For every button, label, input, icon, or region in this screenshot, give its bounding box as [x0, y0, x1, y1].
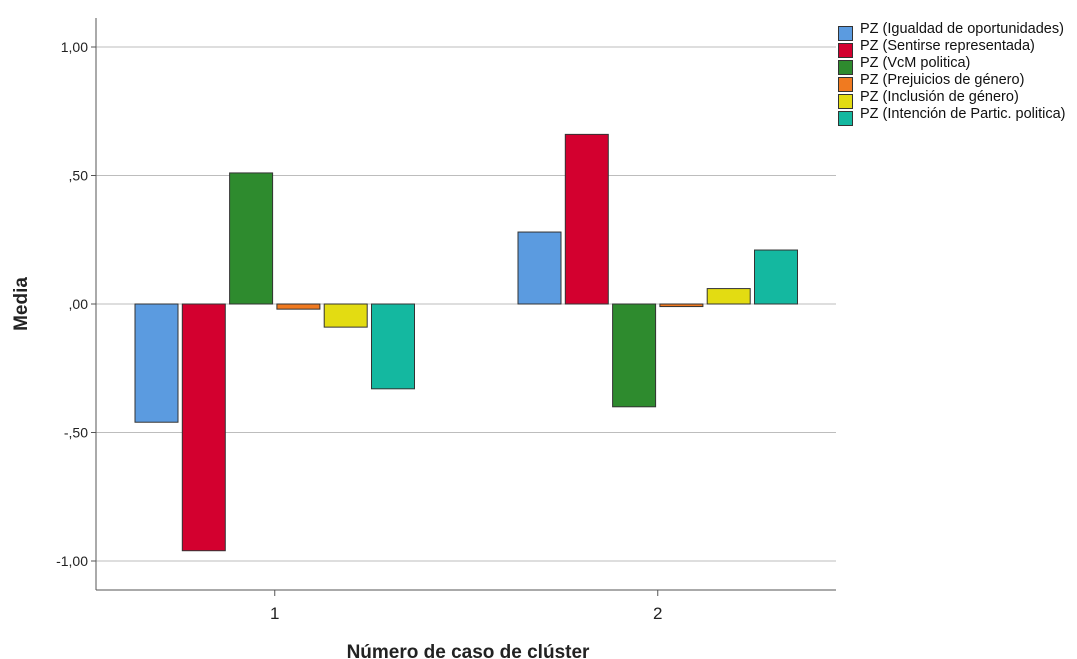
- bars: [134, 133, 798, 552]
- bar: [612, 303, 657, 408]
- legend-label: PZ (Sentirse representada): [860, 38, 1035, 54]
- legend-label: PZ (Inclusión de género): [860, 89, 1019, 105]
- y-tick-label: ,00: [69, 296, 89, 312]
- x-axis-title: Número de caso de clúster: [347, 642, 590, 659]
- legend-swatch: [838, 26, 853, 41]
- legend-swatch: [838, 111, 853, 126]
- y-tick-label: 1,00: [61, 39, 88, 55]
- y-tick-labels: 1,00 ,50 ,00 -,50 -1,00: [56, 39, 96, 569]
- bar: [706, 288, 751, 305]
- y-tick-label: -1,00: [56, 553, 88, 569]
- legend-label: PZ (VcM politica): [860, 55, 971, 71]
- y-axis-title: Media: [11, 277, 32, 331]
- legend: PZ (Igualdad de oportunidades) PZ (Sentir…: [838, 21, 1074, 126]
- legend-label: PZ (Prejuicios de género): [860, 72, 1025, 88]
- bar: [181, 303, 226, 552]
- legend-swatch: [838, 60, 853, 75]
- legend-label: PZ (Igualdad de oportunidades): [860, 21, 1064, 37]
- x-tick-label: 2: [653, 604, 662, 623]
- legend-swatch: [838, 43, 853, 58]
- bar: [659, 303, 704, 308]
- legend-item: PZ (Inclusión de género): [838, 89, 1074, 109]
- legend-item: PZ (Sentirse representada): [838, 38, 1074, 58]
- legend-item: PZ (Igualdad de oportunidades): [838, 21, 1074, 41]
- bar: [754, 249, 798, 305]
- y-tick-label: ,50: [69, 168, 89, 184]
- legend-item: PZ (Prejuicios de género): [838, 72, 1074, 92]
- y-tick-label: -,50: [64, 425, 88, 441]
- legend-label: PZ (Intención de Partic. politica): [860, 106, 1066, 122]
- bar: [276, 303, 321, 310]
- bar: [134, 303, 179, 423]
- bar: [517, 231, 562, 305]
- legend-item: PZ (VcM politica): [838, 55, 1074, 75]
- bar: [323, 303, 368, 328]
- legend-swatch: [838, 94, 853, 109]
- legend-item: PZ (Intención de Partic. politica): [838, 106, 1074, 126]
- bar: [564, 133, 609, 305]
- bar: [371, 303, 415, 390]
- x-tick-label: 1: [270, 604, 279, 623]
- legend-swatch: [838, 77, 853, 92]
- bar: [229, 172, 274, 305]
